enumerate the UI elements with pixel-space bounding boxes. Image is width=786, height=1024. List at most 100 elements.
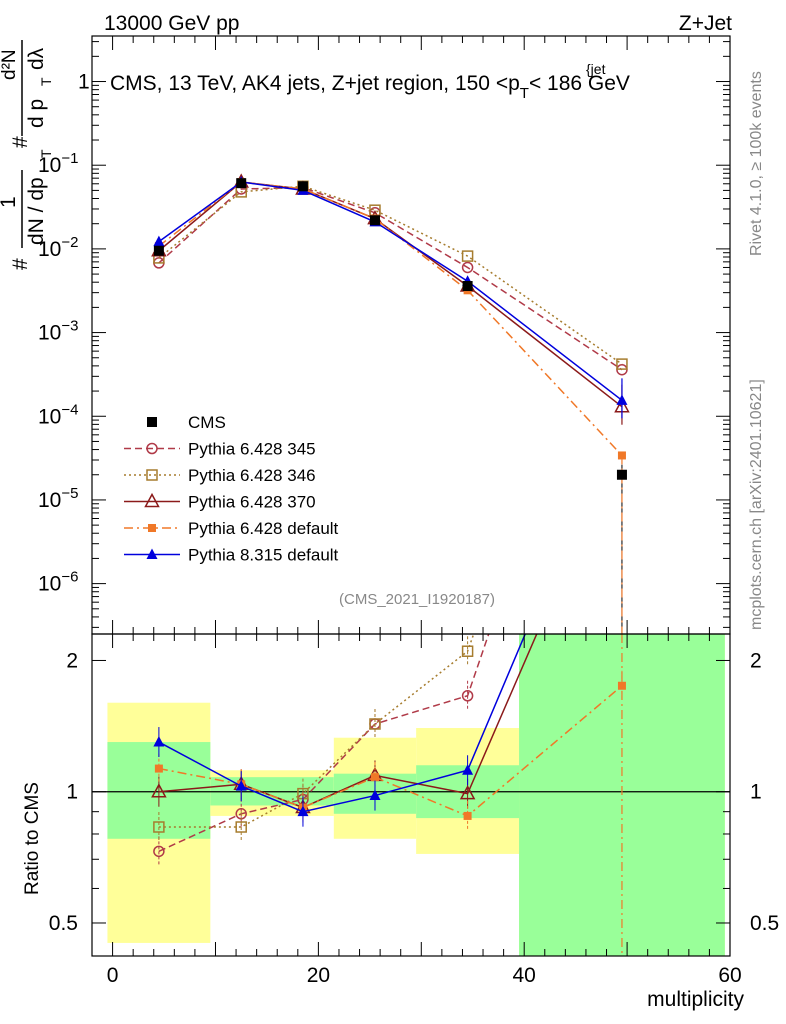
- data-point: [616, 358, 628, 370]
- ylabel-one: 1: [0, 196, 20, 208]
- y-tick-base: 10: [38, 489, 61, 512]
- ratio-point: [370, 773, 379, 782]
- ylabel-dl: dλ: [25, 47, 48, 70]
- legend-entry: Pythia 6.428 default: [124, 519, 339, 538]
- title-superscript: {jet: [586, 61, 606, 77]
- y-tick-exp: −3: [61, 318, 78, 335]
- analysis-label: (CMS_2021_I1920187): [339, 591, 495, 608]
- legend-marker: [147, 417, 157, 427]
- ylabel-d2n: d²N: [0, 49, 20, 80]
- ylabel-hash1: #: [9, 258, 32, 270]
- ratio-plot-area: [92, 634, 730, 956]
- ratio-point: [463, 811, 472, 820]
- legend-label: Pythia 8.315 default: [188, 546, 339, 565]
- legend-entry: Pythia 6.428 345: [124, 440, 316, 459]
- data-point: [462, 281, 473, 292]
- data-point: [616, 394, 628, 405]
- ratio-point: [154, 764, 163, 773]
- header-left: 13000 GeV pp: [104, 12, 239, 35]
- main-title: CMS, 13 TeV, AK4 jets, Z+jet region, 150…: [110, 61, 630, 102]
- y-tick-base: 10: [38, 573, 61, 596]
- main-title-text: CMS, 13 TeV, AK4 jets, Z+jet region, 150…: [110, 72, 630, 102]
- ratio-y-axis-label: Ratio to CMS: [22, 782, 43, 895]
- series-cms: [153, 178, 627, 480]
- ratio-point: [151, 783, 167, 798]
- data-point: [369, 215, 380, 226]
- ratio-y-tick-label-right: 2: [750, 649, 762, 672]
- ratio-point: [462, 764, 474, 775]
- ratio-point: [369, 718, 381, 730]
- x-axis-label: multiplicity: [647, 988, 744, 1011]
- legend-marker: [146, 442, 158, 455]
- legend-marker: [144, 492, 160, 508]
- series-line: [158, 181, 623, 456]
- y-tick-label: 1: [78, 71, 90, 94]
- ratio-point: [369, 789, 381, 801]
- ylabel-dp: d p: [25, 99, 48, 128]
- y-tick-label: 10−2: [38, 234, 78, 261]
- x-tick-label: 60: [718, 964, 741, 987]
- y-tick-base: 10: [38, 154, 61, 177]
- axes: 110−110−210−310−410−510−60 20 40 600.5 0.51 1…: [38, 35, 779, 987]
- legend-entry: CMS: [147, 413, 226, 432]
- ratio-point: [153, 736, 165, 747]
- ratio-y-tick-label-right: 1: [750, 781, 762, 804]
- data-point: [153, 235, 165, 247]
- band-green-4: [519, 634, 725, 956]
- ratio-point: [235, 821, 247, 833]
- series-line: [158, 186, 623, 371]
- title-part-b: < 186 GeV: [529, 72, 630, 95]
- ratio-point: [153, 845, 165, 858]
- y-tick-exp: −4: [61, 401, 78, 418]
- legend-label: Pythia 6.428 346: [188, 466, 316, 485]
- series-line: [158, 181, 623, 408]
- legend-label: CMS: [188, 413, 226, 432]
- y-tick-exp: −5: [61, 485, 78, 502]
- legend-entry: Pythia 6.428 370: [124, 493, 316, 512]
- y-tick-base: 10: [38, 238, 61, 261]
- series-pythia-6-428-default: [154, 178, 626, 634]
- ratio-point: [461, 645, 474, 657]
- data-point: [616, 469, 627, 480]
- main-plot-area: [151, 173, 630, 634]
- data-point: [153, 245, 164, 256]
- legend-entry: Pythia 8.315 default: [124, 546, 339, 565]
- ylabel-t2: T: [38, 77, 54, 86]
- data-point: [236, 178, 247, 189]
- y-tick-label: 10−1: [38, 150, 78, 177]
- y-tick-label: 10−6: [38, 569, 78, 596]
- ratio-uncertainty-bands: [107, 634, 725, 956]
- y-tick-exp: −2: [61, 234, 78, 251]
- mcplots-label: mcplots.cern.ch [arXiv:2401.10621]: [748, 379, 765, 630]
- title-part-a: CMS, 13 TeV, AK4 jets, Z+jet region, 150…: [110, 72, 520, 95]
- y-tick-label: 10−4: [38, 401, 78, 428]
- legend-marker: [148, 524, 156, 532]
- ylabel-dn: dN / dp: [25, 177, 48, 245]
- ratio-line: [158, 634, 538, 809]
- legend-marker: [146, 469, 158, 481]
- series-line: [158, 185, 623, 365]
- data-point: [461, 250, 474, 262]
- data-point: [297, 181, 308, 192]
- data-point: [617, 451, 626, 460]
- x-tick-label: 40: [513, 964, 536, 987]
- legend-entry: Pythia 6.428 346: [124, 466, 316, 485]
- ratio-line: [158, 685, 623, 817]
- ylabel-t: T: [38, 149, 54, 158]
- ratio-y-tick-label-left: 1: [66, 781, 78, 804]
- series-line: [158, 181, 623, 401]
- ratio-y-tick-label-left: 0.5: [49, 912, 78, 935]
- ratio-point: [235, 780, 247, 791]
- main-frame: [91, 35, 731, 635]
- ratio-y-tick-label-left: 2: [66, 649, 78, 672]
- ratio-point: [459, 785, 476, 800]
- y-tick-exp: −1: [61, 150, 78, 167]
- ratio-pythia-8-315-default: [153, 634, 527, 827]
- x-tick-label: 0: [107, 964, 119, 987]
- ratio-y-tick-label-right: 0.5: [750, 912, 779, 935]
- legend-label: Pythia 6.428 370: [188, 493, 316, 512]
- y-tick-label: 10−3: [38, 318, 78, 345]
- legend-label: Pythia 6.428 default: [188, 519, 339, 538]
- ylabel-hash2: #: [9, 136, 32, 148]
